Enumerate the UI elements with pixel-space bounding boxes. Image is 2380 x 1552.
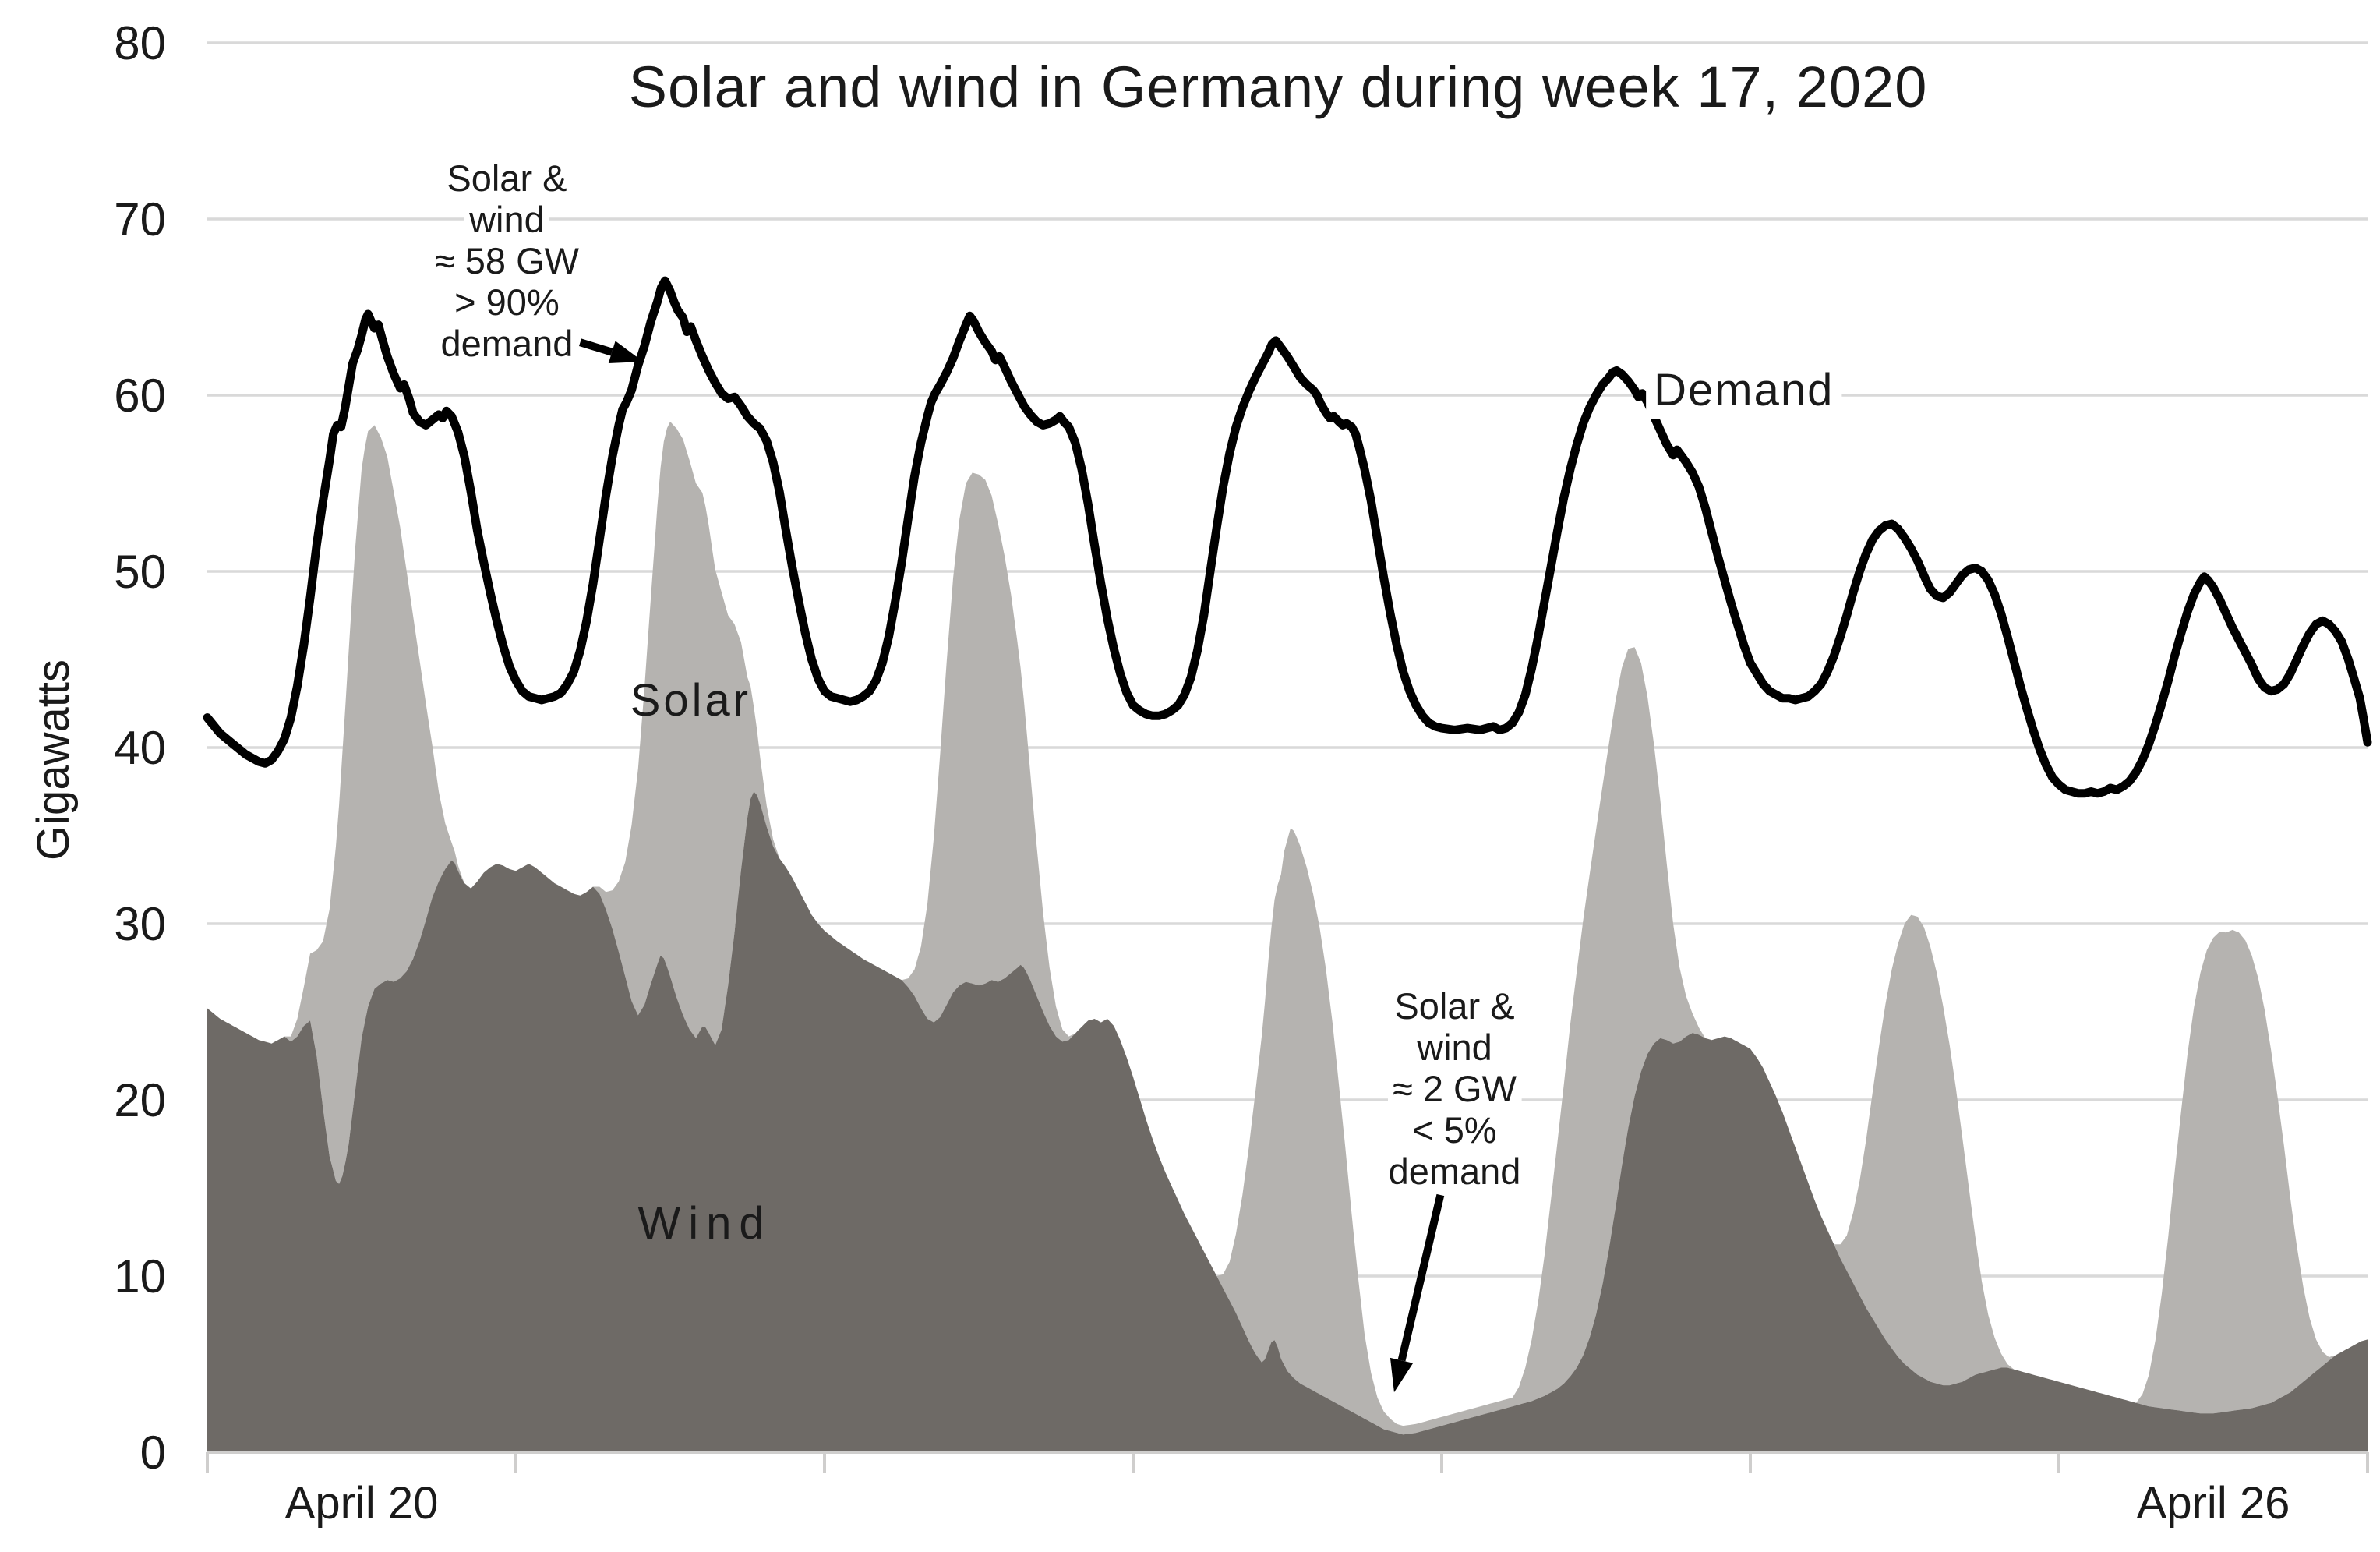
solar-wind-peak-line-bg-1 [464, 197, 549, 242]
solar-wind-trough-line-4: demand [1389, 1151, 1521, 1192]
wind-area [207, 791, 2368, 1452]
solar-wind-peak-line-3: > 90% [454, 281, 560, 323]
y-tick-label-10: 10 [114, 1250, 166, 1303]
series-labels: Demand Solar Wind [630, 362, 1842, 1249]
solar-wind-trough-line-bg-4 [1383, 1149, 1526, 1194]
x-axis-date-labels: April 20 April 26 [285, 1478, 2290, 1529]
series-label-wind: Wind [637, 1198, 772, 1249]
page-title: Solar and wind in Germany during week 17… [629, 55, 1928, 119]
series-label-demand: Demand [1654, 365, 1834, 415]
solar-wind-trough-line-3: < 5% [1412, 1109, 1496, 1151]
y-tick-label-40: 40 [114, 722, 166, 774]
solar-wind-trough-line-bg-3 [1407, 1108, 1502, 1153]
solar-wind-peak-arrow-head [608, 341, 644, 364]
y-tick-label-20: 20 [114, 1074, 166, 1126]
x-axis [206, 1451, 2369, 1473]
demand-line [203, 276, 2372, 798]
solar-wind-peak-line-4: demand [441, 323, 574, 364]
solar-wind-peak-line-bg-0 [442, 156, 572, 201]
solar-wind-peak-line-2: ≈ 58 GW [435, 240, 580, 281]
solar-wind-trough-line-bg-1 [1411, 1025, 1497, 1070]
y-tick-label-50: 50 [114, 546, 166, 598]
solar-wind-peak-arrow-shaft [579, 338, 613, 356]
y-tick-label-70: 70 [114, 193, 166, 246]
solar-wind-peak-line-1: wind [468, 199, 545, 240]
solar-wind-trough-line-2: ≈ 2 GW [1393, 1068, 1517, 1109]
series-label-bg-demand [1646, 362, 1842, 419]
solar-wind-trough-line-0: Solar & [1394, 985, 1514, 1027]
solar-wind-trough-arrow-head [1390, 1357, 1414, 1393]
x-axis-label-0: April 20 [285, 1478, 439, 1529]
y-tick-label-80: 80 [114, 17, 166, 69]
solar-wind-peak-line-bg-4 [436, 321, 578, 366]
solar-wind-peak-line-bg-2 [429, 239, 584, 284]
solar-wind-trough-arrow-shaft [1397, 1193, 1445, 1362]
y-tick-label-60: 60 [114, 369, 166, 422]
y-axis-tick-labels: 0 10 20 30 40 50 60 70 80 [114, 17, 166, 1479]
solar-wind-trough-line-bg-0 [1390, 984, 1520, 1029]
y-axis-title: Gigawatts [28, 659, 79, 861]
solar-wind-peak-line-0: Solar & [447, 157, 567, 199]
solar-wind-trough-line-bg-2 [1388, 1066, 1522, 1112]
solar-wind-trough-line-1: wind [1416, 1027, 1492, 1068]
solar-wind-peak-line-bg-3 [450, 280, 564, 325]
solar-area [207, 421, 2368, 1435]
y-tick-label-30: 30 [114, 898, 166, 950]
x-axis-label-1: April 26 [2137, 1478, 2290, 1529]
y-tick-label-0: 0 [140, 1426, 166, 1479]
series-label-solar: Solar [630, 675, 751, 726]
